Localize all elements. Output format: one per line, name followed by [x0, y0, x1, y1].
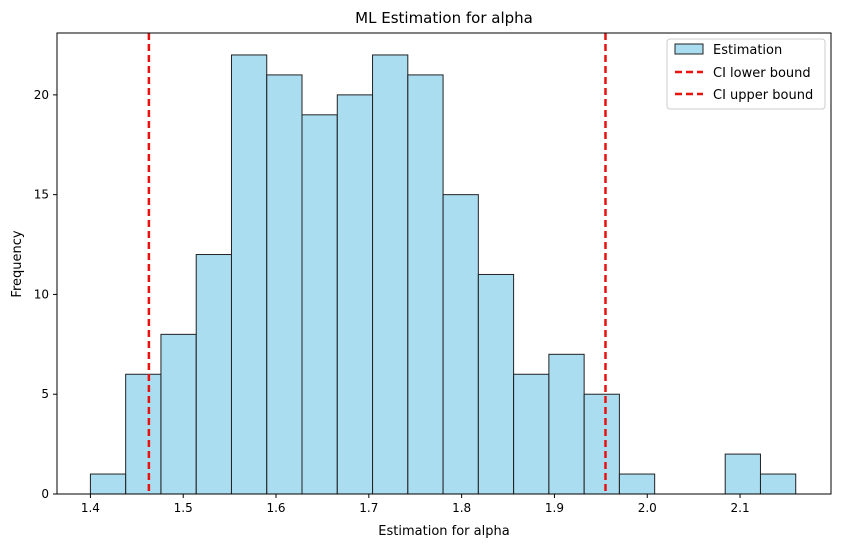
x-tick-label: 1.5 [174, 501, 193, 515]
histogram-bar [89, 473, 127, 495]
histogram-bar [336, 94, 374, 495]
histogram-bar [160, 333, 197, 495]
x-axis-label: Estimation for alpha [378, 524, 509, 539]
y-tick-label: 20 [34, 88, 49, 102]
x-axis-ticks: 1.4 1.5 1.6 1.7 1.8 1.9 2.0 2.1 [81, 494, 750, 515]
histogram-bar [513, 373, 550, 495]
histogram-bar [442, 194, 479, 495]
x-tick-label: 1.7 [359, 501, 378, 515]
bars-group [89, 54, 797, 495]
x-tick-label: 2.0 [638, 501, 657, 515]
y-tick-label: 5 [41, 387, 49, 401]
histogram-bar [125, 373, 162, 495]
chart-title: ML Estimation for alpha [355, 9, 533, 27]
y-tick-label: 0 [41, 487, 49, 501]
x-tick-label: 1.9 [545, 501, 564, 515]
legend-label-ci-upper: CI upper bound [713, 88, 813, 103]
y-tick-label: 10 [34, 287, 49, 301]
histogram-bar [266, 74, 303, 495]
histogram-bar [548, 353, 585, 495]
histogram-bar [372, 54, 409, 495]
legend-label-ci-lower: CI lower bound [713, 66, 811, 81]
histogram-bar [407, 74, 444, 495]
legend-patch-estimation [674, 43, 704, 55]
x-tick-label: 1.8 [452, 501, 471, 515]
legend-box [666, 38, 826, 110]
histogram-bar [583, 393, 620, 495]
histogram-bar [724, 453, 761, 495]
x-tick-label: 1.4 [81, 501, 100, 515]
histogram-bar [195, 254, 232, 495]
histogram-bar [301, 114, 338, 495]
legend-label-estimation: Estimation [713, 43, 782, 58]
y-tick-label: 15 [34, 188, 49, 202]
histogram-bar [618, 473, 656, 495]
histogram-bar [230, 54, 268, 495]
legend: Estimation CI lower bound CI upper bound [666, 38, 826, 110]
x-tick-label: 1.6 [266, 501, 285, 515]
x-tick-label: 2.1 [731, 501, 750, 515]
plot-frame [56, 32, 832, 495]
histogram-bar [477, 273, 515, 495]
y-axis-ticks: 0 5 10 15 20 [34, 88, 57, 501]
y-axis-label: Frequency [10, 230, 25, 297]
histogram-bar [759, 473, 797, 495]
